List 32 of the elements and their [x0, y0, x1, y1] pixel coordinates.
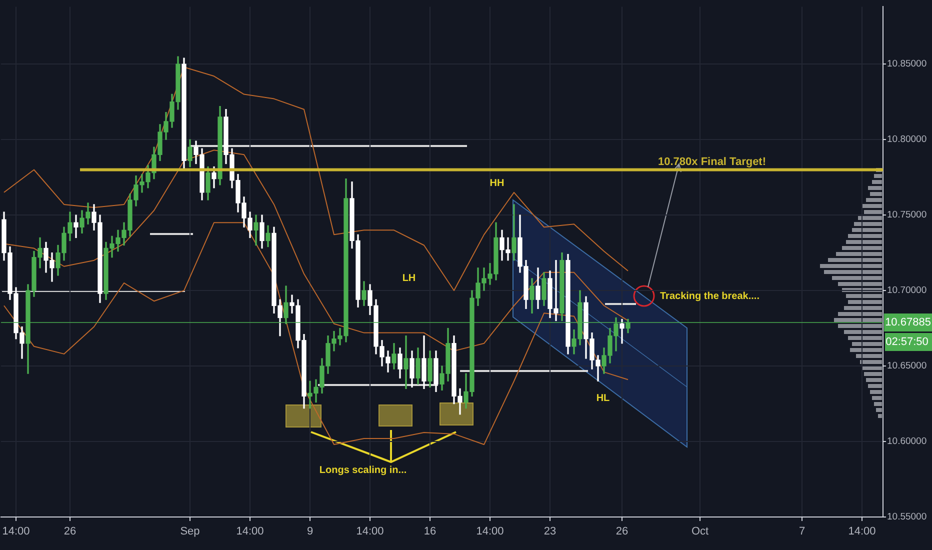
annotation: Tracking the break.... — [660, 290, 760, 302]
annotation: Longs scaling in... — [319, 464, 407, 476]
x-tick-label: 14:00 — [2, 526, 30, 538]
x-tick-label: Sep — [180, 526, 200, 538]
ref-line-label: 10.780x Final Target! — [658, 156, 766, 168]
candlestick — [254, 214, 258, 246]
x-tick-label: 16 — [424, 526, 436, 538]
x-tick-label: 14:00 — [236, 526, 264, 538]
text: 02:57:50 — [886, 336, 928, 348]
annotation: HL — [596, 392, 610, 404]
y-tick-label: 10.65000 — [887, 360, 927, 372]
x-tick-label: 26 — [616, 526, 628, 538]
y-tick-label: 10.75000 — [887, 210, 927, 221]
candlestick — [74, 214, 78, 238]
ref-line-label: 10.67885 — [885, 316, 931, 328]
y-tick-label: 10.85000 — [887, 58, 927, 70]
x-tick-label: 9 — [306, 526, 314, 538]
annotation: LH — [402, 272, 416, 284]
x-tick-label: 14:00 — [356, 526, 384, 538]
y-tick-label: 10.55000 — [887, 512, 927, 523]
candlestick — [404, 336, 408, 389]
x-tick-label: 7 — [798, 526, 806, 538]
candlestick — [620, 318, 624, 344]
x-tick-label: 14:00 — [848, 526, 876, 538]
x-tick-label: 26 — [64, 526, 76, 538]
x-tick-label: 23 — [544, 526, 556, 538]
x-tick-label: Oct — [691, 526, 709, 538]
y-tick-label: 10.70000 — [887, 285, 927, 296]
x-tick-label: 14:00 — [476, 526, 504, 538]
y-tick-label: 10.60000 — [887, 436, 927, 448]
y-tick-label: 10.80000 — [887, 134, 927, 146]
annotation: HH — [490, 178, 504, 189]
